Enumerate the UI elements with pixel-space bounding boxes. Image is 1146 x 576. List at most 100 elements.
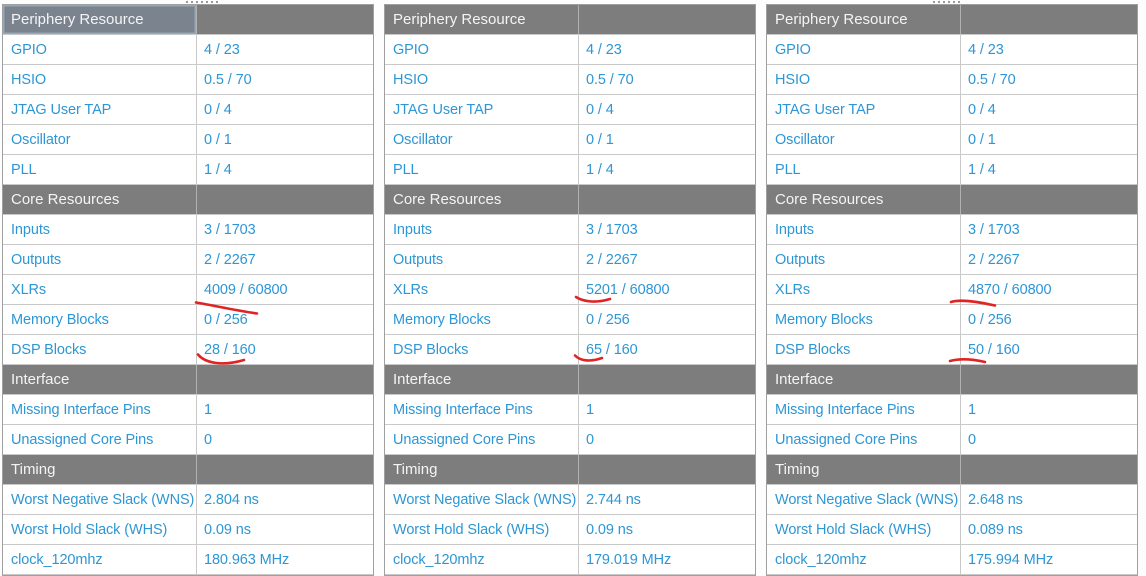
row-label: Worst Negative Slack (WNS)	[3, 485, 197, 514]
table-row: Inputs 3 / 1703	[385, 215, 755, 245]
row-label: HSIO	[767, 65, 961, 94]
report-table-1: Periphery Resource GPIO 4 / 23 HSIO 0.5 / 70…	[2, 4, 374, 576]
table-row: Worst Negative Slack (WNS) 2.804 ns	[3, 485, 373, 515]
row-value: 3 / 1703	[968, 221, 1020, 238]
row-label: Inputs	[385, 215, 579, 244]
table-row: GPIO 4 / 23	[3, 35, 373, 65]
table-row: Missing Interface Pins 1	[767, 395, 1137, 425]
row-value: 0.09 ns	[204, 521, 251, 538]
section-header-spacer	[197, 185, 373, 214]
row-label: Worst Negative Slack (WNS)	[767, 485, 961, 514]
section-title: Core Resources	[767, 185, 961, 214]
row-value: 1 / 4	[968, 161, 996, 178]
table-row: JTAG User TAP 0 / 4	[767, 95, 1137, 125]
table-row: HSIO 0.5 / 70	[767, 65, 1137, 95]
row-value: 0	[968, 431, 976, 448]
row-label: Missing Interface Pins	[767, 395, 961, 424]
section-header-spacer	[961, 455, 1137, 484]
table-row: Unassigned Core Pins 0	[3, 425, 373, 455]
section-header-row: Periphery Resource	[385, 5, 755, 35]
table-row: clock_120mhz 180.963 MHz	[3, 545, 373, 575]
row-value: 179.019 MHz	[586, 551, 672, 568]
section-title: Interface	[767, 365, 961, 394]
row-value: 1	[586, 401, 594, 418]
row-label: Outputs	[3, 245, 197, 274]
table-row: Memory Blocks 0 / 256	[3, 305, 373, 335]
row-label: Oscillator	[3, 125, 197, 154]
row-label: Outputs	[767, 245, 961, 274]
section-title: Periphery Resource	[385, 5, 579, 34]
section-header-row: Interface	[3, 365, 373, 395]
table-row: Memory Blocks 0 / 256	[385, 305, 755, 335]
table-row: Outputs 2 / 2267	[3, 245, 373, 275]
section-header-spacer	[197, 5, 373, 34]
table-row: Inputs 3 / 1703	[3, 215, 373, 245]
table-row: clock_120mhz 175.994 MHz	[767, 545, 1137, 575]
row-label: Unassigned Core Pins	[3, 425, 197, 454]
table-row: DSP Blocks 65 / 160	[385, 335, 755, 365]
selection-dot	[206, 1, 208, 3]
table-row: GPIO 4 / 23	[385, 35, 755, 65]
row-label: PLL	[767, 155, 961, 184]
row-value: 0 / 4	[204, 101, 232, 118]
table-row: Unassigned Core Pins 0	[385, 425, 755, 455]
row-label: HSIO	[385, 65, 579, 94]
row-label: JTAG User TAP	[767, 95, 961, 124]
row-label: DSP Blocks	[3, 335, 197, 364]
table-row: PLL 1 / 4	[3, 155, 373, 185]
table-row: Worst Hold Slack (WHS) 0.09 ns	[385, 515, 755, 545]
section-header-spacer	[197, 455, 373, 484]
row-label: Memory Blocks	[3, 305, 197, 334]
table-row: PLL 1 / 4	[385, 155, 755, 185]
section-title: Timing	[3, 455, 197, 484]
selection-dot	[201, 1, 203, 3]
row-value: 0 / 256	[968, 311, 1012, 328]
selection-dot	[933, 1, 935, 3]
row-value: 2.744 ns	[586, 491, 641, 508]
row-label: DSP Blocks	[767, 335, 961, 364]
row-label: Missing Interface Pins	[385, 395, 579, 424]
row-label: XLRs	[3, 275, 197, 304]
row-value: 0 / 256	[204, 311, 248, 328]
table-row: Outputs 2 / 2267	[767, 245, 1137, 275]
row-label: JTAG User TAP	[385, 95, 579, 124]
row-value: 3 / 1703	[586, 221, 638, 238]
row-label: Missing Interface Pins	[3, 395, 197, 424]
table-row: Memory Blocks 0 / 256	[767, 305, 1137, 335]
section-title: Interface	[385, 365, 579, 394]
row-value: 175.994 MHz	[968, 551, 1054, 568]
row-value: 0 / 1	[586, 131, 614, 148]
table-row: HSIO 0.5 / 70	[3, 65, 373, 95]
section-header-row: Core Resources	[385, 185, 755, 215]
selection-dot	[938, 1, 940, 3]
row-value: 180.963 MHz	[204, 551, 290, 568]
row-value: 5201 / 60800	[586, 281, 670, 298]
row-value: 2 / 2267	[204, 251, 256, 268]
section-title: Timing	[767, 455, 961, 484]
table-row: Worst Hold Slack (WHS) 0.09 ns	[3, 515, 373, 545]
section-header-row: Core Resources	[767, 185, 1137, 215]
row-value: 2.648 ns	[968, 491, 1023, 508]
section-title: Core Resources	[385, 185, 579, 214]
table-row: Worst Hold Slack (WHS) 0.089 ns	[767, 515, 1137, 545]
section-header-spacer	[579, 185, 755, 214]
section-title: Timing	[385, 455, 579, 484]
section-header-row: Timing	[385, 455, 755, 485]
row-value: 0.09 ns	[586, 521, 633, 538]
row-label: PLL	[3, 155, 197, 184]
row-label: Inputs	[767, 215, 961, 244]
row-value: 0 / 4	[968, 101, 996, 118]
selection-dot	[191, 1, 193, 3]
row-label: Inputs	[3, 215, 197, 244]
table-row: Inputs 3 / 1703	[767, 215, 1137, 245]
section-title-selected: Periphery Resource	[3, 5, 197, 34]
section-header-spacer	[961, 5, 1137, 34]
table-row: Worst Negative Slack (WNS) 2.648 ns	[767, 485, 1137, 515]
table-row: Missing Interface Pins 1	[3, 395, 373, 425]
table-row: PLL 1 / 4	[767, 155, 1137, 185]
table-row: DSP Blocks 28 / 160	[3, 335, 373, 365]
section-header-spacer	[579, 455, 755, 484]
row-label: XLRs	[767, 275, 961, 304]
section-header-row: Interface	[767, 365, 1137, 395]
